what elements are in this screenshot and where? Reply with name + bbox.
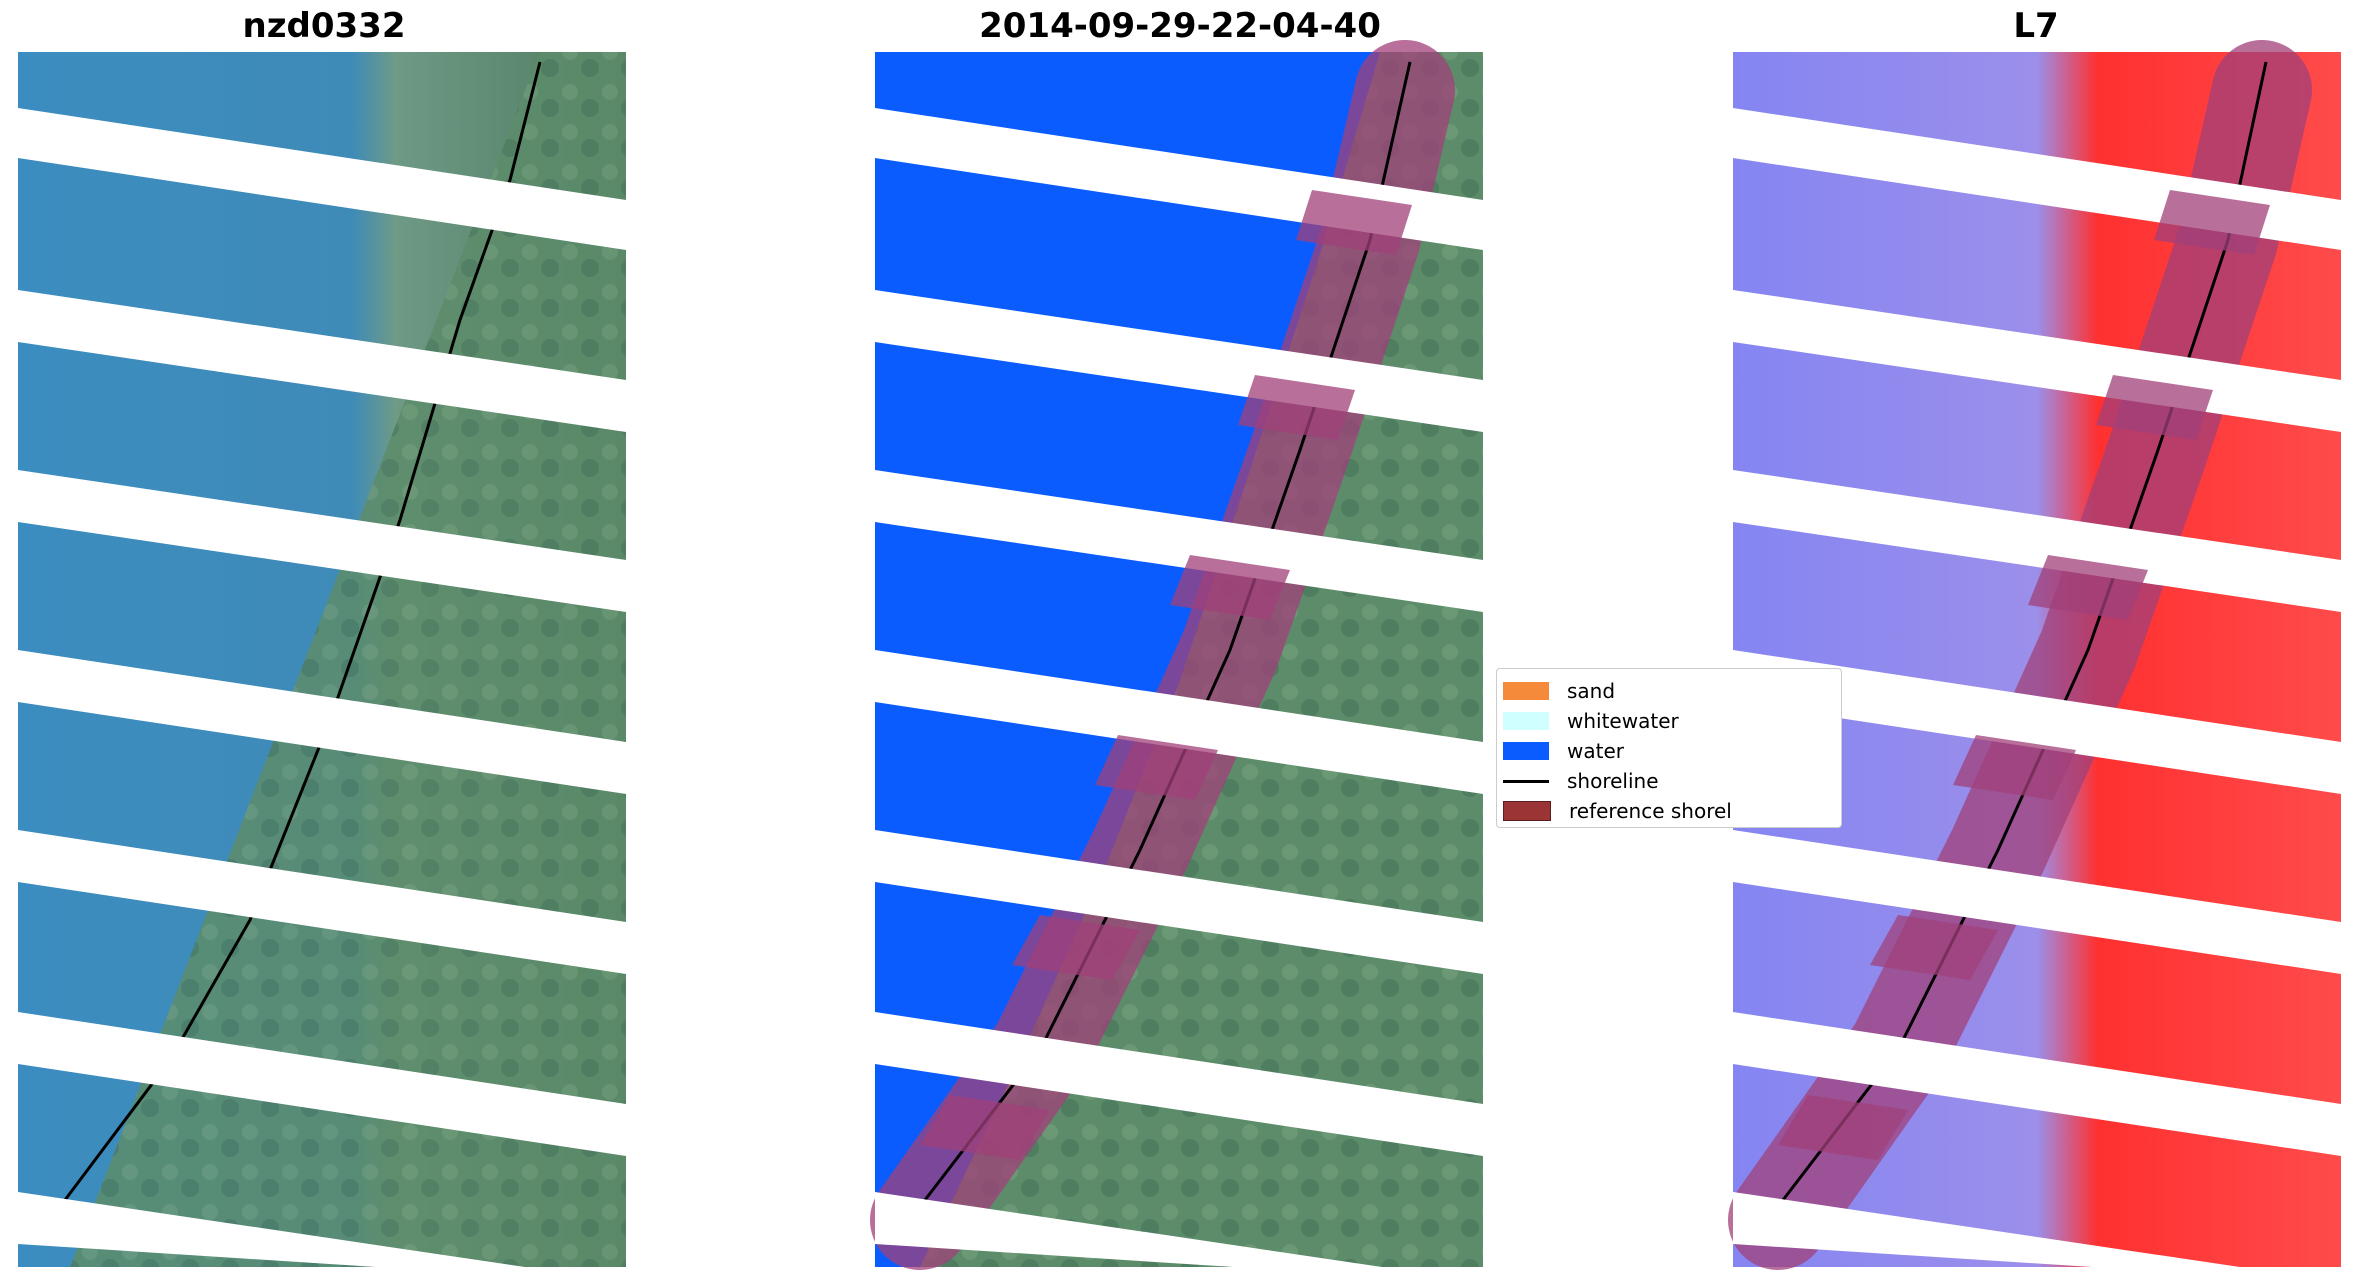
legend-label: shoreline [1567, 769, 1659, 793]
panel-title-index: L7 [2013, 6, 2059, 46]
rgb-image-panel [18, 52, 626, 1283]
water-swatch [1503, 742, 1549, 760]
panel-title-classification: 2014-09-29-22-04-40 [979, 6, 1381, 46]
legend-label: reference shorel [1569, 799, 1732, 823]
legend-label: whitewater [1567, 709, 1679, 733]
index-panel [1728, 40, 2341, 1283]
legend-item-water: water [1503, 737, 1624, 765]
slc-gaps [18, 108, 626, 1283]
legend-label: water [1567, 739, 1624, 763]
legend-item-shoreline: shoreline [1503, 767, 1659, 795]
shoreline-line-swatch [1503, 779, 1549, 783]
classification-panel [870, 40, 1483, 1283]
legend-label: sand [1567, 679, 1616, 703]
legend-item-sand: sand [1503, 677, 1615, 705]
legend-item-whitewater: whitewater [1503, 707, 1679, 735]
sand-swatch [1503, 682, 1549, 700]
whitewater-swatch [1503, 712, 1549, 730]
reference-shoreline-swatch [1503, 801, 1551, 821]
legend-item-reference-shoreline: reference shorel [1503, 797, 1732, 825]
panel-title-rgb: nzd0332 [242, 6, 406, 46]
legend: sand whitewater water shoreline referenc… [1496, 668, 1842, 828]
